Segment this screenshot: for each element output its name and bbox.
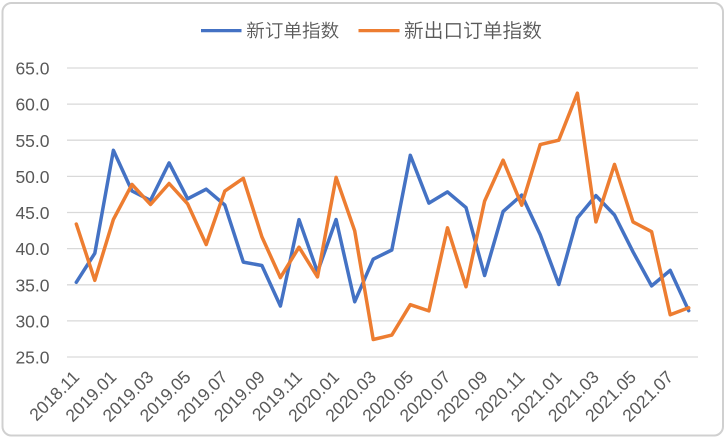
svg-text:25.0: 25.0 — [15, 348, 49, 368]
svg-text:30.0: 30.0 — [15, 312, 49, 332]
svg-text:40.0: 40.0 — [15, 239, 49, 259]
svg-text:65.0: 65.0 — [15, 59, 49, 79]
svg-text:50.0: 50.0 — [15, 167, 49, 187]
svg-text:60.0: 60.0 — [15, 95, 49, 115]
svg-text:55.0: 55.0 — [15, 131, 49, 151]
svg-text:45.0: 45.0 — [15, 203, 49, 223]
svg-text:35.0: 35.0 — [15, 275, 49, 295]
